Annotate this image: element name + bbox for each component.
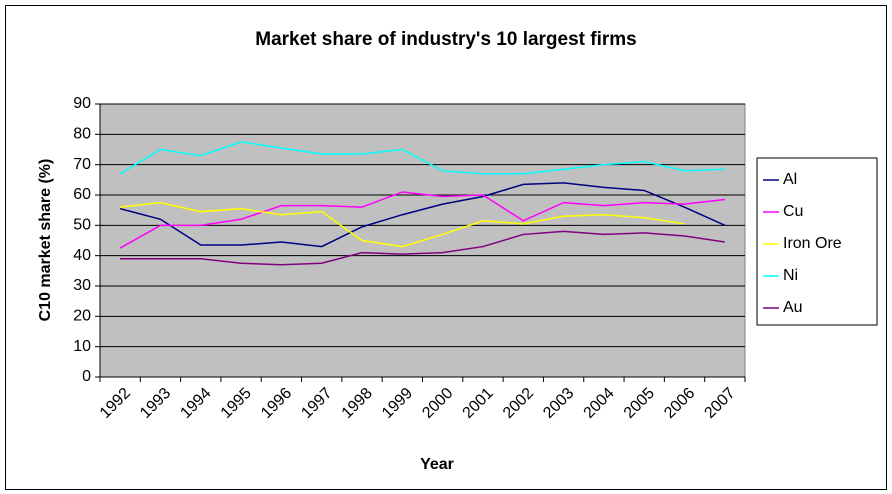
y-tick-label: 60: [73, 186, 91, 203]
series-line: [120, 230, 725, 266]
series-line: [119, 182, 726, 248]
y-axis-label: C10 market share (%): [37, 159, 54, 322]
y-tick-label: 0: [82, 368, 91, 385]
series-line: [119, 191, 725, 249]
series-line: [119, 141, 725, 175]
chart-title: Market share of industry's 10 largest fi…: [255, 29, 637, 50]
y-tick-label: 90: [73, 95, 91, 112]
series-line: [120, 201, 685, 248]
y-tick-label: 10: [73, 338, 91, 355]
legend-box: [756, 157, 878, 326]
legend-label: Cu: [783, 203, 803, 220]
legend-label: Al: [783, 171, 797, 188]
y-tick-label: 80: [73, 126, 91, 143]
x-axis-label: Year: [420, 456, 454, 473]
y-tick-label: 30: [73, 277, 91, 294]
legend-label: Ni: [783, 267, 798, 284]
legend-label: Iron Ore: [783, 235, 842, 252]
y-tick-label: 50: [73, 217, 91, 234]
legend-label: Au: [783, 299, 803, 316]
y-tick-label: 70: [73, 156, 91, 173]
y-tick-label: 20: [73, 308, 91, 325]
y-tick-label: 40: [73, 247, 91, 264]
